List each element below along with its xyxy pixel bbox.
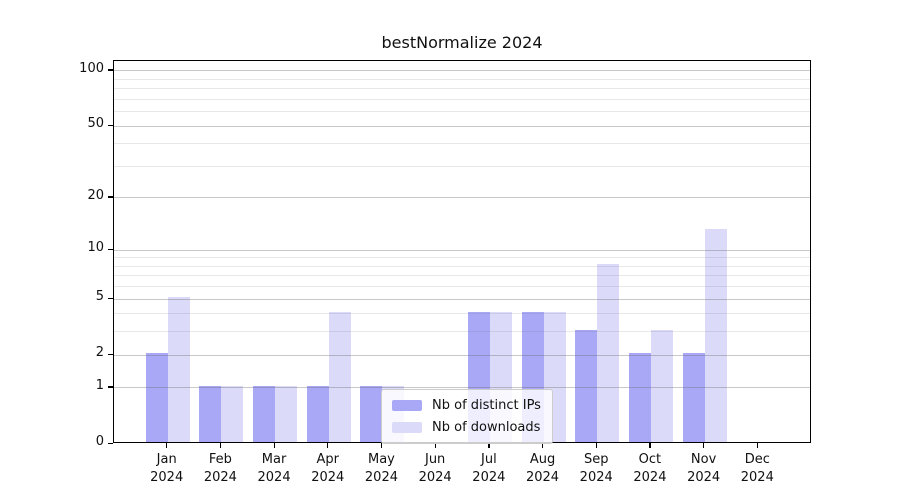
legend-item-downloads: Nb of downloads <box>392 420 541 435</box>
y-tick-mark <box>108 386 113 388</box>
gridline-major-100 <box>114 70 810 72</box>
gridline-minor-90 <box>114 78 810 80</box>
x-tick-mark <box>166 443 168 448</box>
y-tick-mark <box>108 196 113 198</box>
y-tick-mark <box>108 353 113 355</box>
x-tick-mark <box>219 443 222 448</box>
bar-downloads-nov <box>704 228 727 442</box>
y-tick-mark <box>108 248 113 250</box>
bar-ips-feb <box>199 385 222 442</box>
bar-ips-nov <box>682 353 705 442</box>
y-tick-mark <box>108 297 113 299</box>
bar-downloads-jan <box>167 297 190 442</box>
bar-ips-mar <box>253 385 276 442</box>
x-tick-label-feb: Feb 2024 <box>203 452 237 485</box>
x-tick-label-nov: Nov 2024 <box>687 452 721 485</box>
bar-ips-oct <box>628 353 651 442</box>
x-tick-mark <box>327 443 329 448</box>
bar-ips-may <box>360 385 383 442</box>
plot-area: Nb of distinct IPs Nb of downloads <box>113 60 811 444</box>
y-tick-mark <box>108 124 113 126</box>
x-tick-label-jun: Jun 2024 <box>418 452 452 485</box>
x-tick-mark <box>756 443 758 448</box>
legend-swatch-downloads <box>392 422 422 433</box>
x-tick-label-jan: Jan 2024 <box>150 452 184 485</box>
gridline-major-20 <box>114 197 810 199</box>
y-tick-mark <box>108 69 113 71</box>
gridline-minor-4 <box>114 313 810 315</box>
legend-swatch-ips <box>392 400 422 411</box>
gridline-minor-9 <box>114 257 810 259</box>
x-tick-label-oct: Oct 2024 <box>633 452 667 485</box>
x-tick-mark <box>434 443 436 448</box>
y-tick-label-20: 20 <box>87 187 104 203</box>
x-tick-mark <box>703 443 705 448</box>
legend: Nb of distinct IPs Nb of downloads <box>381 389 553 444</box>
bar-ips-jan <box>145 353 168 442</box>
gridline-minor-40 <box>114 143 810 145</box>
x-tick-label-may: May 2024 <box>364 452 398 485</box>
legend-item-distinct-ips: Nb of distinct IPs <box>392 398 541 413</box>
y-tick-label-1: 1 <box>95 377 104 393</box>
bar-ips-sep <box>575 329 598 442</box>
y-tick-label-50: 50 <box>87 116 104 132</box>
gridline-major-10 <box>114 249 810 251</box>
gridline-major-1 <box>114 387 810 389</box>
legend-label: Nb of distinct IPs <box>432 398 541 413</box>
y-tick-label-0: 0 <box>95 434 104 449</box>
x-tick-label-mar: Mar 2024 <box>257 452 291 485</box>
bar-downloads-mar <box>275 385 298 442</box>
x-tick-mark <box>595 443 597 448</box>
x-tick-mark <box>488 443 490 448</box>
gridline-minor-8 <box>114 265 810 267</box>
x-tick-mark <box>649 443 651 448</box>
y-tick-mark <box>108 442 113 444</box>
bar-downloads-sep <box>597 264 620 442</box>
chart-title: bestNormalize 2024 <box>381 33 543 52</box>
x-tick-mark <box>273 443 275 448</box>
gridline-minor-60 <box>114 111 810 113</box>
y-tick-label-10: 10 <box>87 240 104 256</box>
gridline-minor-3 <box>114 331 810 333</box>
gridline-minor-7 <box>114 275 810 277</box>
y-tick-label-5: 5 <box>95 289 104 305</box>
gridline-minor-30 <box>114 165 810 167</box>
x-tick-label-aug: Aug 2024 <box>525 452 560 485</box>
x-tick-label-sep: Sep 2024 <box>579 452 613 485</box>
y-tick-label-2: 2 <box>95 345 104 361</box>
bar-ips-apr <box>306 385 329 442</box>
x-tick-mark <box>542 443 544 448</box>
gridline-major-50 <box>114 125 810 127</box>
gridline-major-2 <box>114 354 810 356</box>
bar-downloads-feb <box>221 385 244 442</box>
gridline-minor-70 <box>114 98 810 100</box>
bar-downloads-apr <box>328 311 351 442</box>
legend-label: Nb of downloads <box>432 420 541 435</box>
x-tick-label-apr: Apr 2024 <box>311 452 345 485</box>
gridline-minor-6 <box>114 286 810 288</box>
bar-downloads-oct <box>650 329 673 442</box>
x-tick-mark <box>380 443 383 448</box>
gridline-minor-80 <box>114 88 810 90</box>
y-tick-label-100: 100 <box>79 60 104 76</box>
x-tick-label-jul: Jul 2024 <box>472 452 506 485</box>
gridline-major-5 <box>114 298 810 300</box>
x-tick-label-dec: Dec 2024 <box>740 452 774 485</box>
